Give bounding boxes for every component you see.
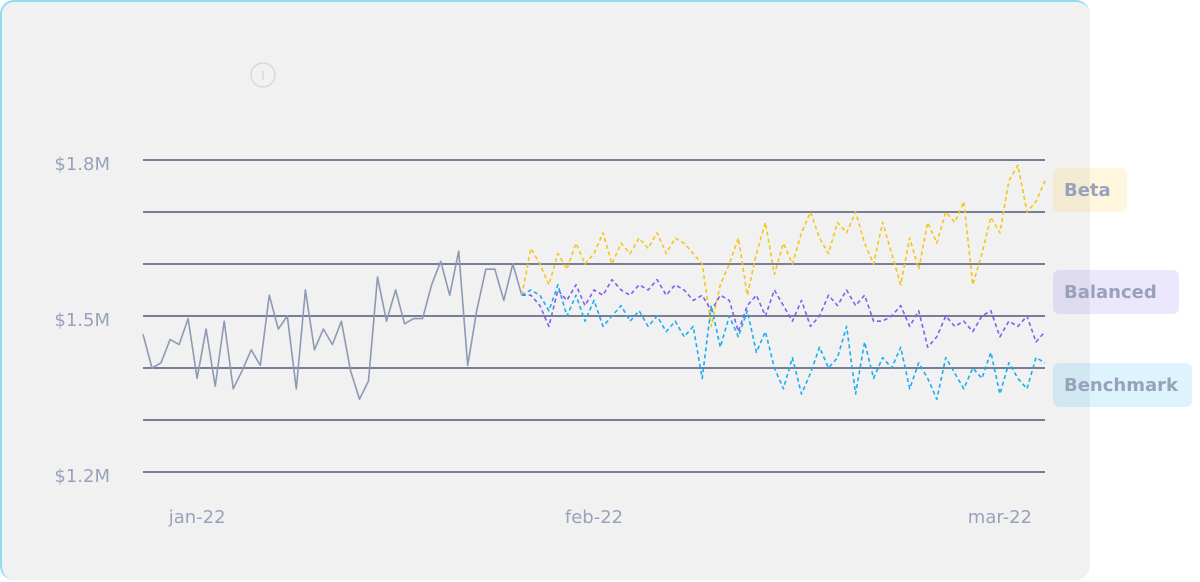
legend-badge	[1053, 363, 1192, 407]
x-tick-label: jan-22	[168, 507, 226, 528]
series-line	[142, 250, 523, 400]
legend-label: Balanced	[1064, 282, 1157, 303]
legend-label: Beta	[1064, 180, 1111, 201]
series-line	[521, 164, 1046, 328]
info-icon[interactable]	[250, 62, 276, 88]
y-tick-label: $1.2M	[54, 466, 110, 487]
series-line	[521, 284, 1046, 400]
x-tick-label: mar-22	[968, 507, 1032, 528]
series-line	[521, 278, 1046, 348]
card	[0, 0, 1090, 580]
x-tick-label: feb-22	[565, 507, 623, 528]
y-tick-label: $1.5M	[54, 310, 110, 331]
legend-badge	[1053, 270, 1179, 314]
legend-label: Benchmark	[1064, 375, 1179, 396]
legend-badge	[1053, 168, 1127, 212]
y-tick-label: $1.8M	[54, 154, 110, 175]
